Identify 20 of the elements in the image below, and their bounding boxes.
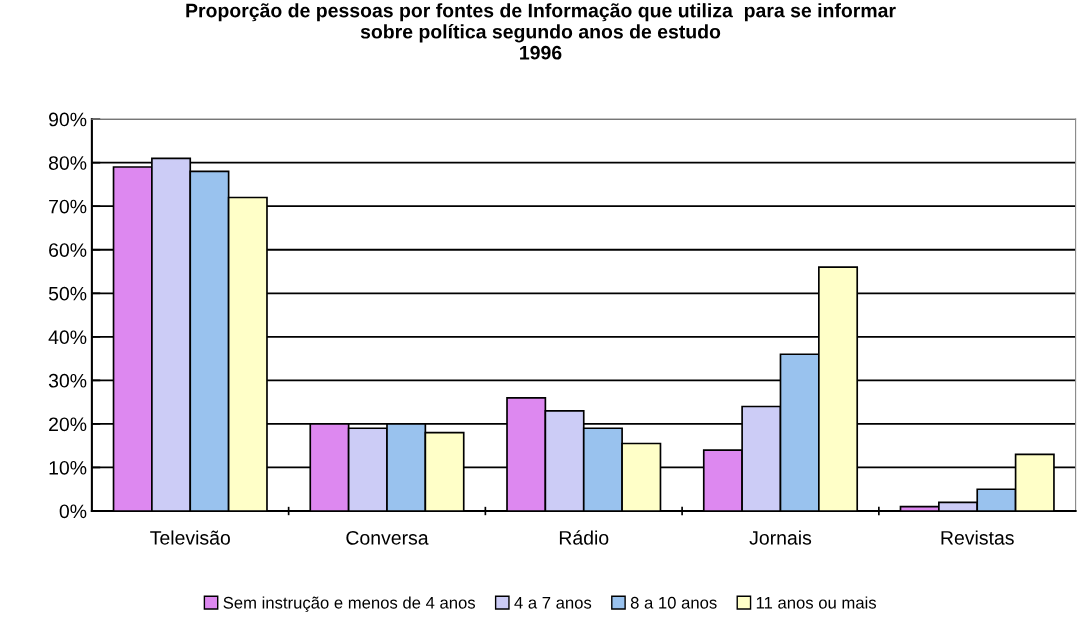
y-tick-label: 20% bbox=[49, 417, 87, 432]
x-tick-label: Conversa bbox=[346, 530, 429, 545]
y-tick-label: 70% bbox=[49, 199, 87, 214]
legend-label: 8 a 10 anos bbox=[630, 596, 717, 609]
y-tick-label: 50% bbox=[48, 286, 87, 301]
x-tick-label: Rádio bbox=[559, 530, 609, 545]
y-tick-label: 30% bbox=[48, 373, 87, 388]
y-tick-label: 0% bbox=[59, 504, 87, 519]
y-tick-label: 60% bbox=[49, 243, 87, 257]
y-tick-label: 10% bbox=[49, 460, 87, 475]
y-tick-label: 40% bbox=[48, 330, 87, 345]
y-tick-label: 90% bbox=[49, 112, 87, 127]
legend-label: 4 a 7 anos bbox=[514, 597, 592, 609]
y-tick-label: 80% bbox=[48, 156, 87, 170]
x-tick-label: Revistas bbox=[941, 530, 1014, 545]
legend-label: 11 anos ou mais bbox=[756, 596, 877, 609]
x-tick-label: Televisão bbox=[150, 530, 230, 545]
x-tick-label: Jornais bbox=[749, 530, 812, 545]
chart-title: Proporção de pessoas por fontes de Informação que utiliza para se informar sobre política segundo anos de estudo 1996 bbox=[186, 3, 896, 60]
legend-label: Sem instrução e menos de 4 anos bbox=[223, 596, 476, 612]
